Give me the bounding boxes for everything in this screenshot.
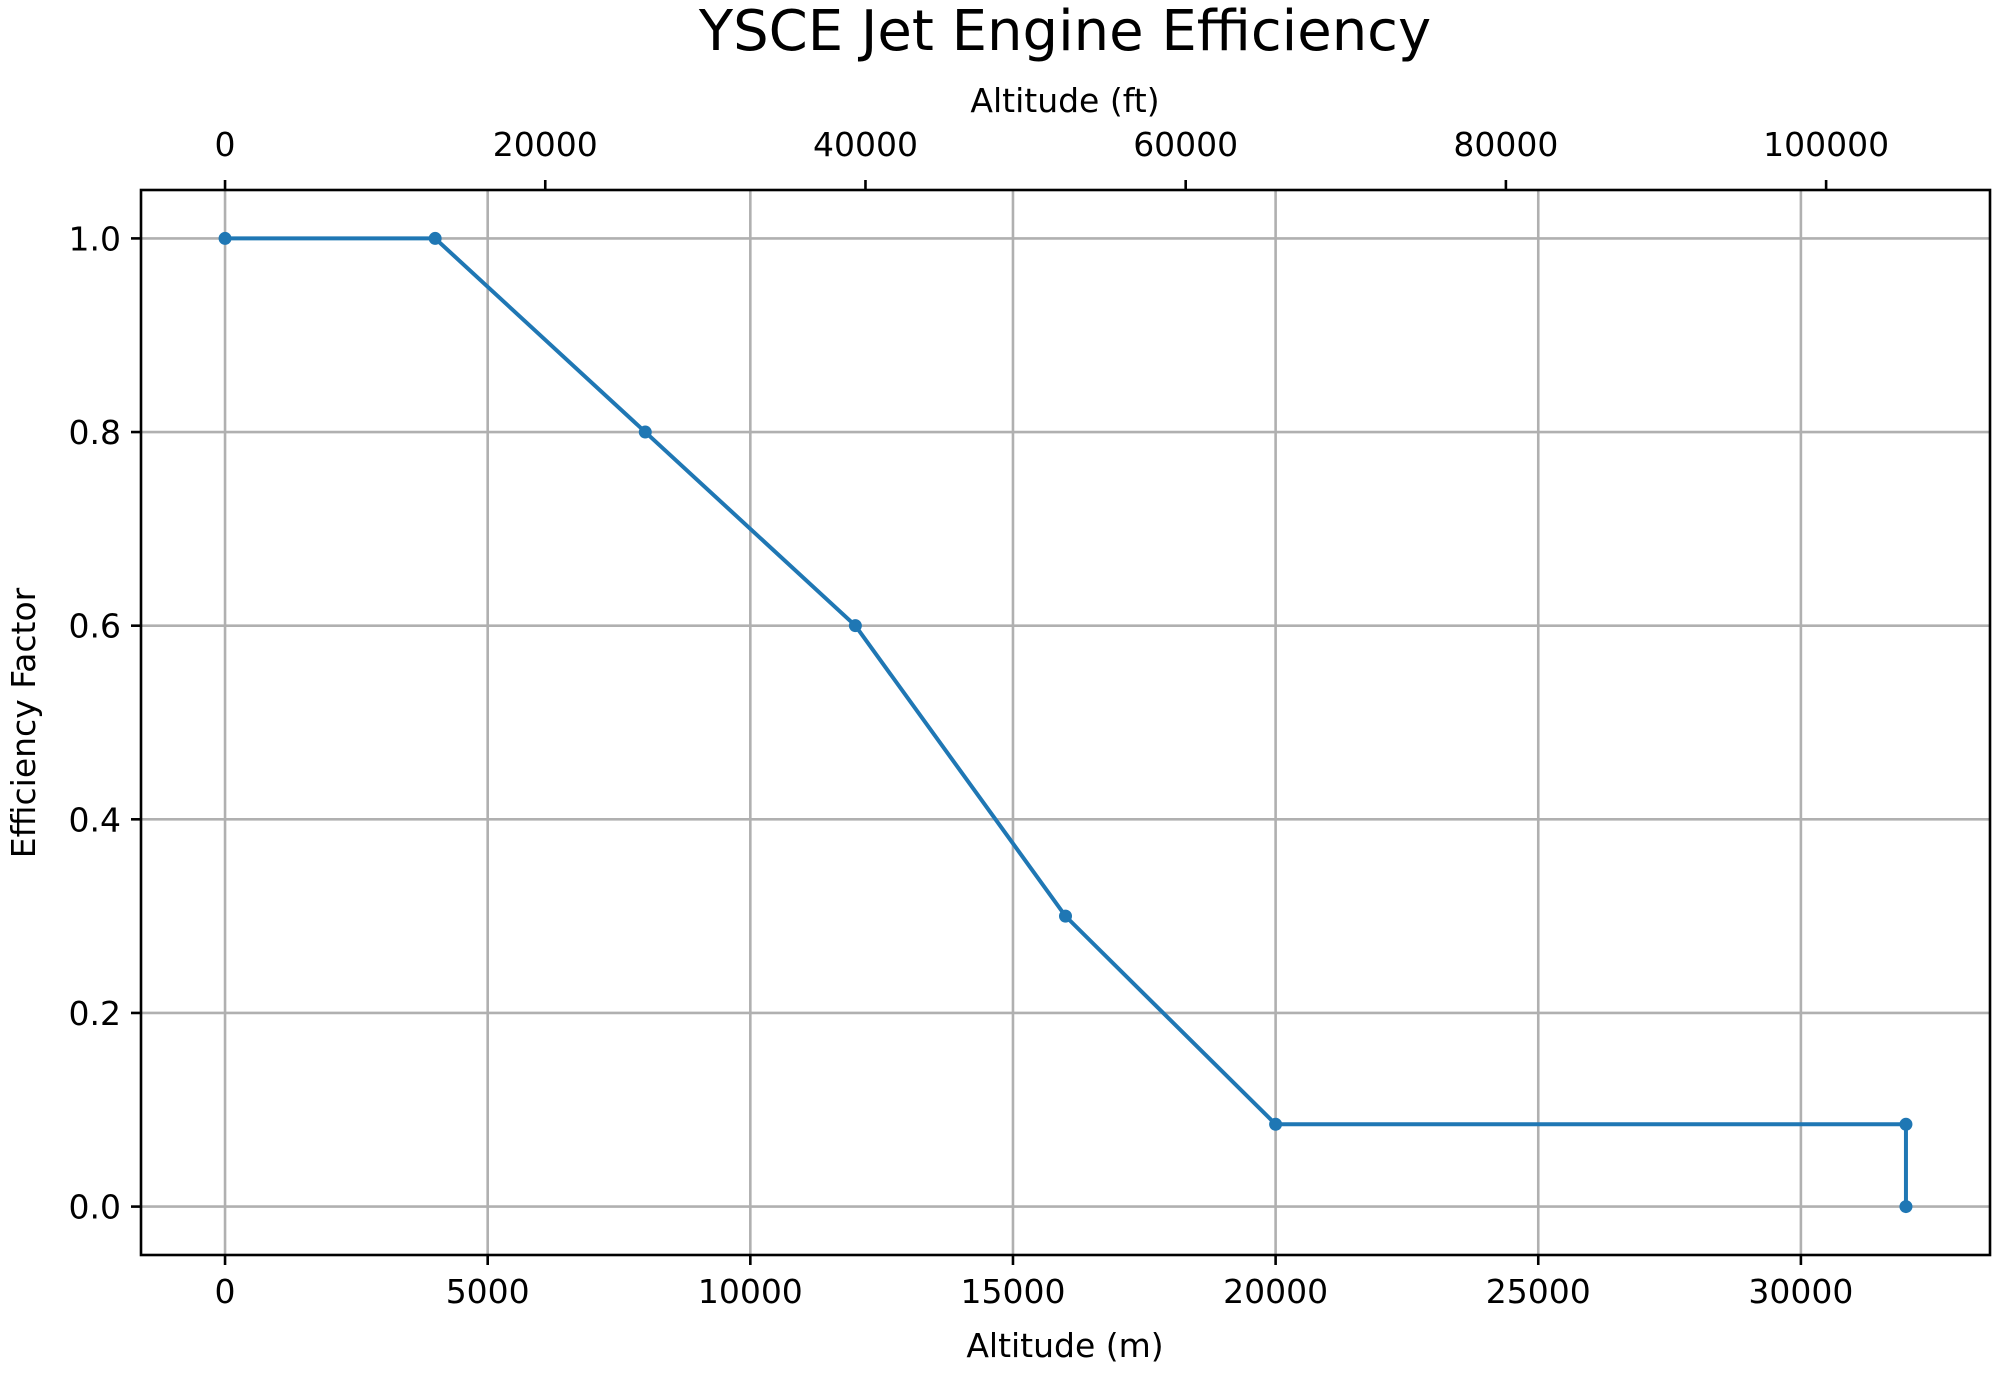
x-axis-label: Altitude (m)	[966, 1326, 1163, 1365]
data-point	[848, 619, 862, 633]
x-tick-label: 10000	[698, 1272, 803, 1311]
data-point	[1059, 909, 1072, 923]
x2-tick-label: 40000	[813, 125, 918, 164]
data-point	[1899, 1200, 1913, 1214]
x2-tick-label: 80000	[1453, 125, 1558, 164]
data-point	[1269, 1117, 1283, 1131]
series-group	[218, 231, 1913, 1214]
y-tick-label: 1.0	[69, 219, 121, 258]
chart-title: YSCE Jet Engine Efficiency	[698, 0, 1431, 64]
series-line	[225, 236, 1908, 1207]
x-tick-label: 25000	[1486, 1272, 1591, 1311]
grid-lines	[141, 190, 1990, 1255]
y-tick-label: 0.4	[69, 800, 121, 839]
x-tick-label: 20000	[1223, 1272, 1328, 1311]
data-point	[638, 425, 652, 439]
x-tick-label: 5000	[446, 1272, 530, 1311]
data-point	[428, 231, 442, 245]
y-tick-label: 0.0	[69, 1188, 121, 1227]
y-axis-label: Efficiency Factor	[4, 587, 43, 858]
x2-tick-label: 20000	[493, 125, 598, 164]
x-tick-label: 30000	[1748, 1272, 1853, 1311]
x2-tick-label: 60000	[1133, 125, 1238, 164]
x-tick-label: 0	[215, 1272, 236, 1311]
axis-ticks: 0 5000 10000 15000 20000 25000 30000 0.0 0.2 0.4 0…	[69, 125, 1890, 1311]
x2-tick-label: 0	[215, 125, 236, 164]
data-point	[218, 231, 232, 245]
x2-axis-label: Altitude (ft)	[970, 81, 1159, 120]
data-point	[1899, 1117, 1913, 1131]
y-tick-label: 0.8	[69, 413, 121, 452]
x-tick-label: 15000	[960, 1272, 1065, 1311]
x2-tick-label: 100000	[1763, 125, 1889, 164]
plot-frame	[139, 188, 1992, 1257]
y-tick-label: 0.6	[69, 607, 121, 646]
y-tick-label: 0.2	[69, 994, 121, 1033]
